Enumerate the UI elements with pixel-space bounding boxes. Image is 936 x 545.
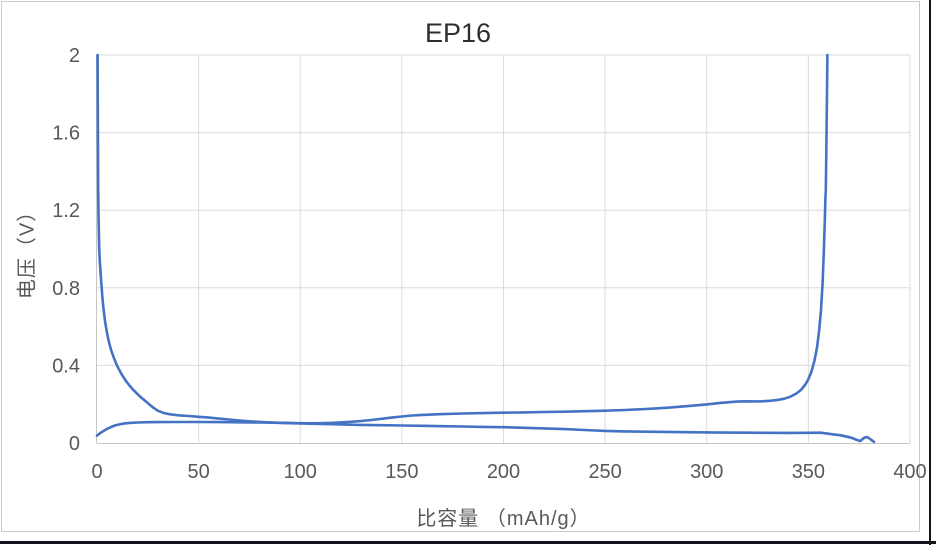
y-tick-label: 2 [69,45,80,67]
y-tick-label: 1.2 [52,200,80,222]
x-tick-label: 400 [893,461,926,483]
y-tick-label: 1.6 [52,123,80,145]
x-tick-label: 350 [792,461,825,483]
x-tick-label: 100 [284,461,317,483]
x-tick-label: 150 [385,461,418,483]
x-tick-label: 50 [188,461,210,483]
y-tick-label: 0 [69,433,80,455]
x-tick-label: 300 [690,461,723,483]
window-edge-bottom [0,541,936,544]
y-axis-title: 电压（V） [16,200,39,300]
x-tick-label: 0 [91,461,102,483]
window-edge-right [929,0,931,545]
y-tick-label: 0.4 [52,355,80,377]
y-tick-label: 0.8 [52,278,80,300]
series-discharge-curve [96,53,876,444]
chart-title: EP16 [424,18,492,48]
x-axis-title: 比容量 （mAh/g） [416,508,591,530]
x-tick-label: 250 [588,461,621,483]
x-tick-label: 200 [487,461,520,483]
series-charge-curve [95,53,829,437]
